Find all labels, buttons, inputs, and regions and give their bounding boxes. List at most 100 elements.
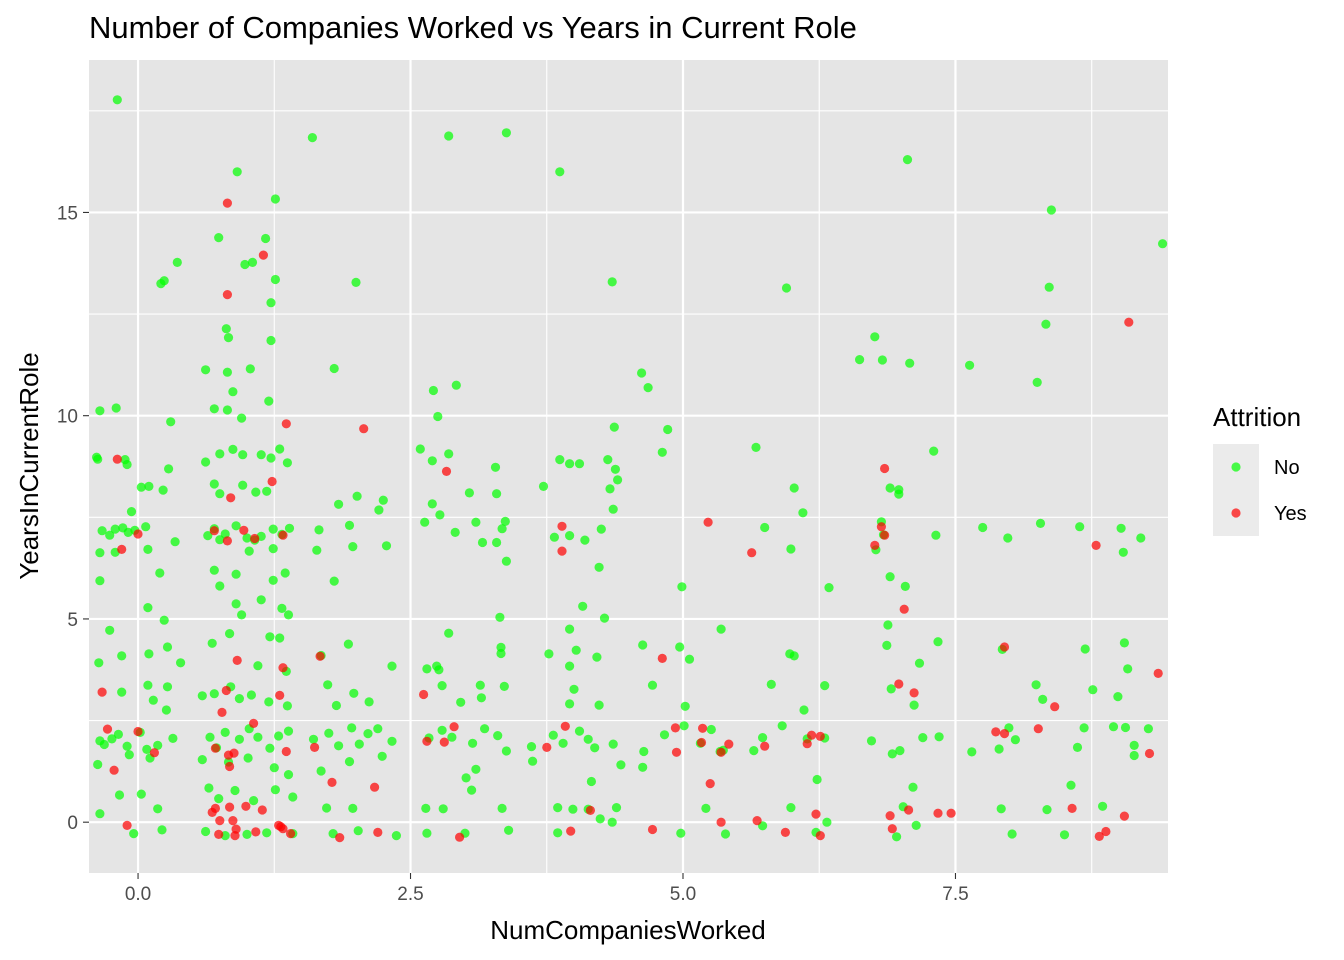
data-point-no [464,488,474,498]
data-point-no [238,450,248,460]
data-point-no [855,355,865,365]
data-point-no [1119,638,1129,648]
data-point-no [307,133,317,143]
data-point-no [221,324,231,334]
data-point-yes [122,820,132,831]
data-point-no [228,387,238,397]
x-axis-title: NumCompaniesWorked [490,915,766,945]
data-point-yes [752,816,762,826]
data-point-yes [222,536,232,546]
data-point-no [422,664,432,674]
data-point-yes [703,517,713,527]
data-point-no [680,701,690,711]
data-point-yes [1067,803,1077,814]
data-point-no [866,736,877,746]
data-point-no [451,380,461,390]
data-point-no [820,681,830,691]
data-point-yes [370,782,380,792]
data-point-no [751,442,761,452]
data-point-no [1031,680,1041,690]
data-point-no [994,744,1004,754]
data-point-no [209,689,219,699]
data-point-no [1003,533,1013,543]
data-point-no [314,525,324,535]
data-point-no [222,405,232,415]
data-point-no [282,701,292,711]
data-point-no [421,803,431,814]
data-point-no [201,457,211,467]
data-point-no [126,507,137,517]
data-point-no [347,723,357,733]
data-point-no [701,803,711,814]
data-point-no [415,444,425,454]
data-point-no [905,358,915,368]
data-point-yes [1091,540,1101,551]
data-point-no [684,654,695,664]
data-point-no [122,459,132,470]
data-point-yes [815,731,825,742]
data-point-no [162,682,173,692]
data-point-no [144,649,154,659]
data-point-yes [222,198,232,208]
data-point-no [1072,742,1083,753]
data-point-no [877,355,888,365]
data-point-no [908,782,918,792]
data-point-yes [359,424,369,434]
data-point-no [450,527,460,538]
data-point-no [887,749,897,759]
data-point-no [282,458,292,468]
data-point-yes [894,679,904,689]
data-point-no [111,403,121,413]
data-point-no [1032,377,1042,387]
data-point-no [1143,724,1153,734]
data-point-no [716,624,726,634]
data-point-no [433,411,443,422]
data-point-no [578,601,588,611]
data-point-no [504,825,514,835]
data-point-no [1080,644,1090,654]
data-point-yes [1101,826,1111,837]
data-point-no [911,820,921,831]
data-point-no [571,645,581,655]
data-point-yes [239,525,249,535]
data-point-yes [747,548,757,558]
data-point-yes [267,476,277,487]
data-point-no [381,541,392,551]
data-point-no [493,731,503,741]
data-point-no [467,785,477,795]
legend-title: Attrition [1213,402,1301,432]
data-point-no [353,826,363,836]
data-point-no [144,481,154,491]
data-point-no [277,603,287,614]
data-point-yes [439,737,449,747]
data-point-no [607,817,617,827]
data-point-no [209,404,219,414]
data-point-no [501,128,511,138]
data-point-no [243,753,253,763]
data-point-no [203,531,213,541]
data-point-no [374,505,384,515]
data-point-no [663,424,673,435]
data-point-no [209,565,219,575]
data-point-yes [1050,702,1060,712]
data-point-no [643,383,653,393]
data-point-no [112,95,122,105]
data-point-yes [671,747,682,757]
data-point-no [387,736,397,746]
data-point-no [364,697,374,707]
data-point-no [586,776,597,787]
data-point-no [758,733,768,743]
data-point-no [677,582,687,592]
data-point-no [822,817,832,827]
data-point-no [268,524,278,534]
data-point-no [269,763,279,773]
data-point-no [675,642,685,652]
data-point-no [929,446,939,456]
data-point-no [159,615,169,625]
data-point-yes [1119,811,1129,821]
data-point-no [215,489,225,499]
data-point-no [232,167,242,177]
data-point-no [141,522,151,532]
data-point-yes [327,777,337,788]
